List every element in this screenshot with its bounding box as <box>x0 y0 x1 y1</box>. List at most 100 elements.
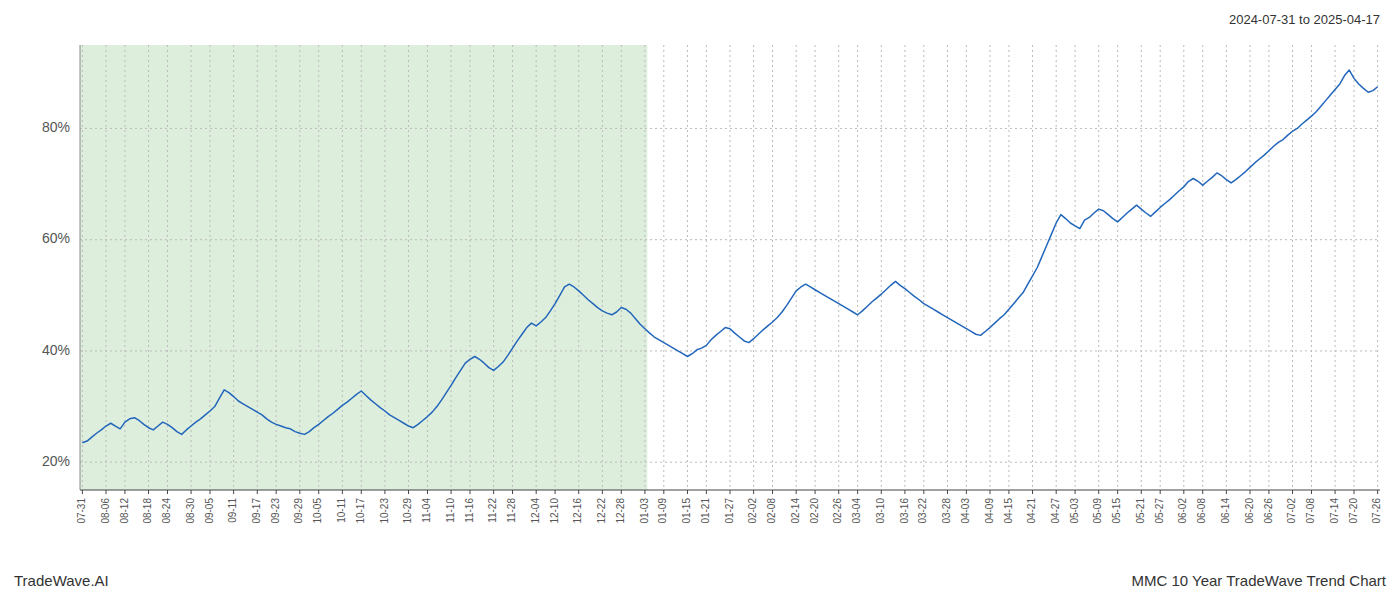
x-tick-label: 07-02 <box>1286 498 1297 524</box>
x-grid-line <box>706 45 707 490</box>
x-tick-label: 01-15 <box>681 498 692 524</box>
footer-annotation: TradeWave.AI <box>14 572 109 589</box>
x-tick-label: 10-11 <box>336 498 347 523</box>
x-tick-label: 12-22 <box>596 498 607 524</box>
x-grid-line <box>299 45 300 490</box>
x-tick-label: 06-02 <box>1177 498 1188 524</box>
x-tick-label: 06-08 <box>1196 498 1207 524</box>
x-tick-label: 03-04 <box>851 498 862 524</box>
x-grid-line <box>621 45 622 490</box>
x-grid-line <box>1354 45 1355 490</box>
x-grid-line <box>427 45 428 490</box>
x-tick-label: 10-29 <box>402 498 413 524</box>
x-tick-label: 10-23 <box>379 498 390 524</box>
x-tick-label: 04-03 <box>960 498 971 524</box>
y-tick-label: 60% <box>42 230 70 246</box>
x-tick-label: 01-21 <box>700 498 711 524</box>
x-tick-label: 05-09 <box>1092 498 1103 524</box>
x-tick-label: 02-08 <box>766 498 777 524</box>
x-grid-line <box>687 45 688 490</box>
x-tick-label: 12-10 <box>549 498 560 524</box>
x-tick-label: 05-27 <box>1154 498 1165 524</box>
x-grid-line <box>1032 45 1033 490</box>
x-tick-label: 04-15 <box>1003 498 1014 524</box>
x-tick-label: 01-09 <box>657 498 668 524</box>
x-tick-label: 10-17 <box>355 498 366 524</box>
page: {"chart_data": { "type": "line", "title"… <box>0 0 1400 600</box>
x-tick-label: 02-26 <box>832 498 843 524</box>
x-tick-label: 01-27 <box>724 498 735 524</box>
x-tick-label: 08-06 <box>100 498 111 524</box>
x-grid-line <box>663 45 664 490</box>
x-grid-line <box>772 45 773 490</box>
x-grid-line <box>1292 45 1293 490</box>
x-tick-label: 12-04 <box>530 498 541 524</box>
x-grid-line <box>578 45 579 490</box>
x-grid-line <box>167 45 168 490</box>
x-grid-line <box>966 45 967 490</box>
x-grid-line <box>1202 45 1203 490</box>
x-tick-label: 05-03 <box>1069 498 1080 524</box>
x-grid-line <box>276 45 277 490</box>
x-grid-line <box>644 45 645 490</box>
x-grid-line <box>210 45 211 490</box>
x-grid-line <box>1075 45 1076 490</box>
x-grid-line <box>408 45 409 490</box>
y-axis-line <box>80 45 81 490</box>
x-tick-label: 11-22 <box>487 498 498 523</box>
x-tick-label: 11-10 <box>445 498 456 523</box>
x-tick-label: 06-20 <box>1244 498 1255 524</box>
x-tick-label: 05-21 <box>1135 498 1146 524</box>
x-axis-line <box>80 489 1380 490</box>
x-grid-line <box>923 45 924 490</box>
x-tick-label: 08-18 <box>142 498 153 524</box>
y-tick-label: 80% <box>42 119 70 135</box>
x-grid-line <box>1056 45 1057 490</box>
x-grid-line <box>1008 45 1009 490</box>
x-tick-label: 12-16 <box>572 498 583 524</box>
background <box>0 0 1400 600</box>
x-grid-line <box>1098 45 1099 490</box>
x-grid-line <box>1335 45 1336 490</box>
x-tick-label: 04-09 <box>984 498 995 524</box>
x-tick-label: 08-24 <box>161 498 172 524</box>
x-tick-label: 02-20 <box>809 498 820 524</box>
x-tick-label: 11-16 <box>464 498 475 523</box>
x-grid-line <box>796 45 797 490</box>
x-tick-label: 05-15 <box>1111 498 1122 524</box>
x-grid-line <box>857 45 858 490</box>
x-grid-line <box>493 45 494 490</box>
x-grid-line <box>384 45 385 490</box>
y-grid-line <box>80 128 1380 129</box>
x-tick-label: 07-26 <box>1371 498 1382 524</box>
x-grid-line <box>536 45 537 490</box>
x-grid-line <box>1377 45 1378 490</box>
x-grid-line <box>990 45 991 490</box>
x-tick-label: 03-10 <box>875 498 886 524</box>
x-grid-line <box>730 45 731 490</box>
x-grid-line <box>1268 45 1269 490</box>
x-grid-line <box>361 45 362 490</box>
y-tick-label: 20% <box>42 453 70 469</box>
x-tick-label: 08-12 <box>119 498 130 524</box>
x-tick-label: 06-14 <box>1220 498 1231 524</box>
x-tick-label: 09-05 <box>204 498 215 524</box>
x-grid-line <box>1311 45 1312 490</box>
x-grid-line <box>904 45 905 490</box>
x-grid-line <box>555 45 556 490</box>
x-tick-label: 02-02 <box>747 498 758 524</box>
x-tick-label: 09-17 <box>251 498 262 524</box>
x-grid-line <box>512 45 513 490</box>
x-tick-label: 03-22 <box>917 498 928 524</box>
x-tick-label: 02-14 <box>790 498 801 524</box>
y-tick-label: 40% <box>42 342 70 358</box>
x-tick-label: 09-11 <box>227 498 238 523</box>
x-grid-line <box>1117 45 1118 490</box>
x-tick-label: 11-04 <box>421 498 432 523</box>
x-tick-label: 10-05 <box>312 498 323 524</box>
x-grid-line <box>1141 45 1142 490</box>
x-tick-label: 07-20 <box>1348 498 1359 524</box>
x-tick-label: 07-08 <box>1305 498 1316 524</box>
y-axis: 20% 40% 60% 80% <box>42 119 1380 469</box>
series-line <box>82 70 1377 443</box>
